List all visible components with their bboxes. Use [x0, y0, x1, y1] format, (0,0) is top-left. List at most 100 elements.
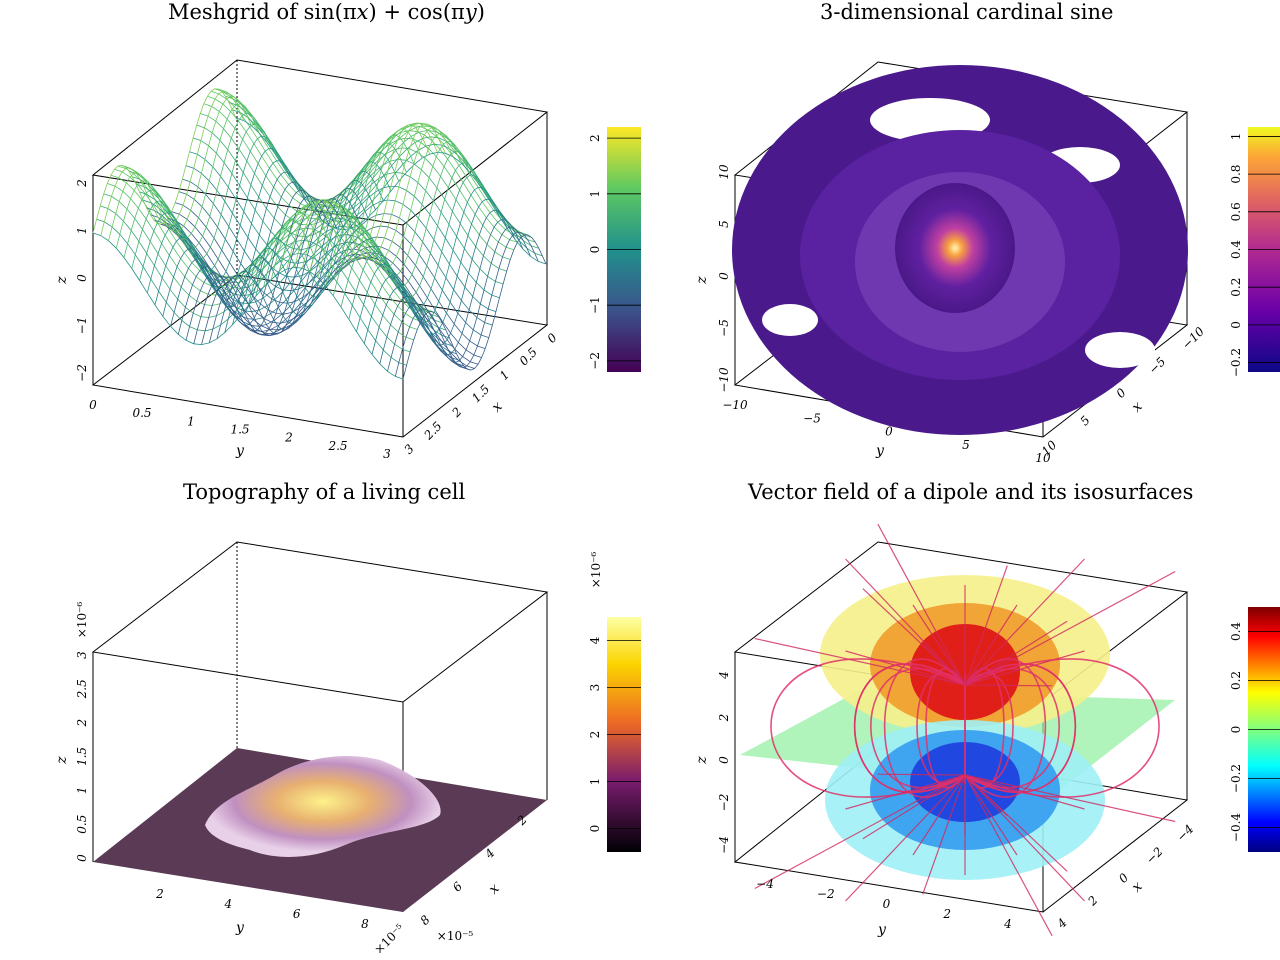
field-ray — [845, 774, 966, 902]
mesh-line — [317, 133, 462, 278]
field-ray — [912, 774, 966, 856]
z-tick-label-3: 0.5 — [75, 815, 89, 834]
colorbar-tick-2: 0 — [1229, 321, 1243, 329]
field-ray — [964, 565, 1008, 686]
y-tick-label-2: 10 — [1035, 451, 1051, 465]
z-tick-label-4: −2 — [717, 794, 731, 812]
colorbar-tick-2: 0.2 — [1229, 278, 1243, 297]
z-tick-label-2: 10 — [717, 164, 731, 180]
mesh-line — [216, 194, 361, 339]
colorbar-tick-2: 1 — [1229, 133, 1243, 141]
field-ray — [845, 774, 966, 810]
mesh-line — [387, 226, 531, 372]
field-ray — [964, 558, 1085, 686]
colorbar-tick-4: 0 — [1229, 726, 1243, 734]
mesh-line — [131, 123, 276, 269]
colorbar-tick-1: 1 — [588, 190, 602, 198]
x-tick-label-4: 4 — [1054, 916, 1070, 932]
y-axis-label-2: y — [875, 443, 885, 459]
x-tick-label-1: 3 — [402, 441, 418, 457]
mesh-line — [108, 96, 252, 241]
colorbar-tick-1: 0 — [588, 246, 602, 254]
colorbar-tick-3: 0 — [588, 825, 602, 833]
x-tick-label-1: 1.5 — [469, 382, 492, 405]
x-axis-label-3: x — [486, 881, 503, 898]
x-tick-label-3: 4 — [481, 846, 497, 862]
mesh-line — [92, 88, 237, 234]
mesh-line — [162, 171, 307, 317]
colorbar-tick-2: 0.6 — [1229, 202, 1243, 221]
x-axis-label-4: x — [1129, 879, 1146, 896]
mesh-line — [208, 198, 353, 343]
mesh-line — [247, 161, 392, 307]
y-tick-label-1: 1.5 — [230, 423, 249, 437]
mesh-line — [154, 160, 299, 306]
cell-body — [205, 755, 441, 857]
colorbar-tick-4: 0.2 — [1229, 671, 1243, 690]
z-tick-label-1: 2 — [75, 179, 89, 188]
mesh-line — [286, 124, 431, 270]
field-lines — [754, 523, 1176, 937]
field-line — [964, 658, 1160, 798]
field-line — [883, 658, 966, 798]
field-ray — [754, 637, 966, 686]
mesh-line — [193, 199, 338, 344]
mesh-line — [394, 231, 539, 377]
y-tick-label-2: 5 — [962, 438, 970, 452]
mesh-line — [348, 174, 493, 320]
mesh-line — [270, 134, 415, 280]
y-tick-label-1: 0 — [89, 398, 97, 412]
y-tick-label-1: 1 — [187, 414, 195, 428]
mesh-line — [356, 186, 500, 332]
mesh-line — [224, 188, 369, 333]
z-tick-label-1: −2 — [75, 364, 89, 382]
panel-2 — [732, 61, 1280, 438]
mesh-line — [201, 199, 345, 345]
y-tick-label-4: 4 — [1003, 917, 1012, 931]
panel-4 — [733, 523, 1280, 937]
central-peak — [895, 183, 1015, 313]
field-ray — [964, 774, 1085, 902]
y-tick-label-2: −10 — [722, 398, 748, 412]
z-tick-label-2: −10 — [717, 367, 731, 393]
field-ray — [877, 523, 966, 686]
z-tick-label-3: 1.5 — [75, 747, 89, 766]
y-tick-label-3: 8 — [361, 917, 369, 931]
y-tick-label-1: 2.5 — [327, 439, 347, 453]
z-axis-label-4: z — [694, 756, 710, 765]
z-tick-label-2: 5 — [717, 220, 731, 228]
z-tick-label-3: 2.5 — [75, 679, 89, 699]
mesh-line — [332, 151, 477, 296]
colorbar-tick-3: 4 — [588, 636, 602, 644]
field-ray — [754, 774, 966, 890]
y-tick-label-4: 0 — [883, 897, 891, 911]
y-tick-label-1: 2 — [284, 431, 293, 445]
z-axis-label-3: z — [54, 756, 70, 765]
mesh-line — [371, 209, 516, 355]
z-tick-label-4: 4 — [717, 671, 731, 680]
y-tick-label-1: 3 — [383, 447, 391, 461]
colorbar-tick-4: −0.2 — [1229, 764, 1243, 793]
mesh-line — [294, 122, 438, 268]
field-line — [964, 667, 1005, 789]
y-axis-label-4: y — [877, 922, 887, 938]
z-tick-label-3: 0 — [75, 854, 89, 862]
mesh-line — [402, 234, 547, 380]
mesh-line — [379, 219, 524, 364]
field-ray — [964, 774, 1018, 856]
y-tick-label-2: 0 — [885, 425, 893, 439]
x-tick-label-1: 1 — [497, 368, 512, 383]
field-ray — [964, 774, 1008, 817]
z-axis-label-2: z — [694, 276, 710, 285]
mesh-line — [340, 162, 485, 308]
y-axis-label-3: y — [235, 920, 245, 936]
y-tick-label-3: 4 — [224, 897, 233, 911]
field-ray — [862, 774, 966, 840]
y-axis-label-1: y — [235, 443, 245, 459]
chart-title-4: Vector field of a dipole and its isosurf… — [748, 480, 1194, 504]
field-ray — [964, 570, 1176, 686]
mesh-line — [139, 135, 283, 281]
z-tick-label-3: 2 — [75, 719, 89, 728]
colorbar-tick-3: 3 — [588, 684, 602, 692]
field-line — [854, 663, 966, 793]
